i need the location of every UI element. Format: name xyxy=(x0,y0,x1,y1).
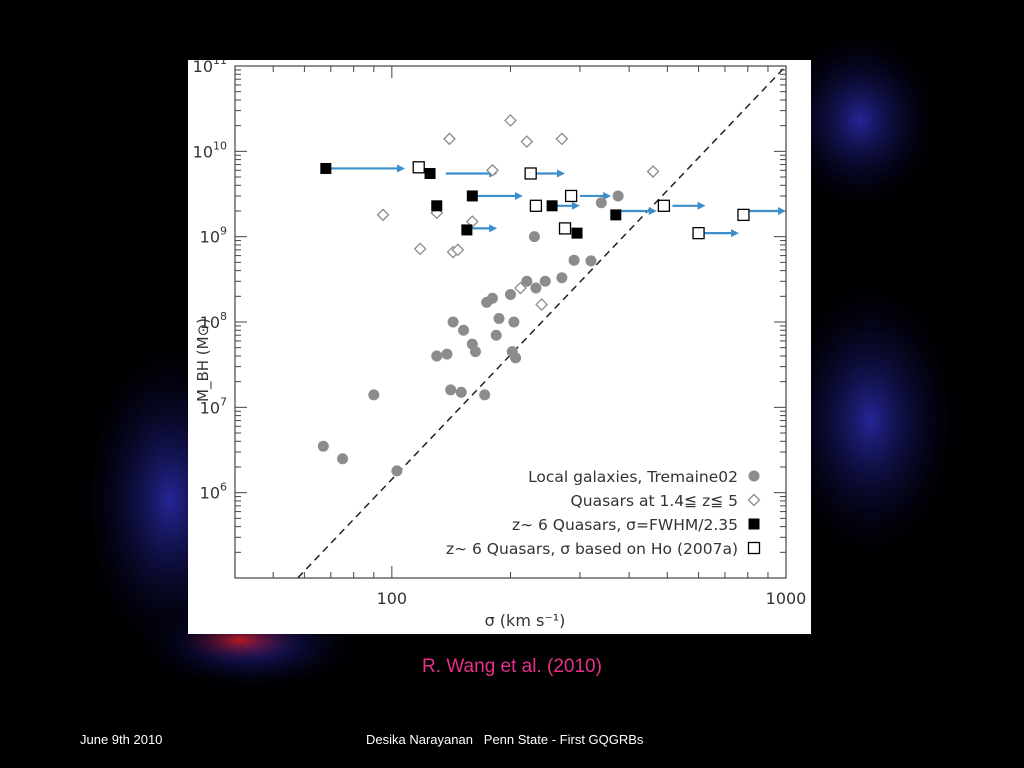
y-tick-label: 1011 xyxy=(193,60,227,76)
footer-presenter: Desika Narayanan Penn State - First GQGR… xyxy=(366,732,644,747)
legend-label: Quasars at 1.4≦ z≦ 5 xyxy=(571,492,738,510)
x-axis-label: σ (km s⁻¹) xyxy=(485,611,566,630)
data-point xyxy=(514,281,527,295)
relation-line xyxy=(296,66,786,578)
data-point xyxy=(520,135,534,149)
citation-caption: R. Wang et al. (2010) xyxy=(422,656,602,677)
data-point xyxy=(556,272,568,284)
legend: Local galaxies, Tremaine02 Quasars at 1.4… xyxy=(446,468,761,558)
legend-label: Local galaxies, Tremaine02 xyxy=(528,468,738,486)
data-point xyxy=(595,197,607,209)
data-point xyxy=(447,316,459,328)
data-point xyxy=(546,200,558,212)
data-point xyxy=(612,190,624,202)
limit-arrow-head xyxy=(489,224,498,233)
legend-marker xyxy=(747,541,761,555)
data-point xyxy=(431,200,443,212)
data-point xyxy=(320,162,332,174)
data-point xyxy=(412,161,425,174)
plot-area: 100 1000 106 107 108 109 1010 1011 xyxy=(193,60,807,608)
data-point xyxy=(539,275,551,287)
x-tick-label: 1000 xyxy=(766,589,807,608)
limit-arrow-head xyxy=(603,191,612,200)
data-point xyxy=(469,346,481,358)
data-point xyxy=(486,292,498,304)
data-point xyxy=(441,348,453,360)
y-axis-label: M_BH (M⊙) xyxy=(194,318,213,402)
data-point xyxy=(555,132,569,146)
limit-arrow-head xyxy=(648,206,657,215)
data-point xyxy=(431,350,443,362)
data-point xyxy=(571,227,583,239)
data-point xyxy=(490,329,502,341)
limit-arrow-head xyxy=(778,206,786,215)
legend-marker xyxy=(748,470,760,482)
data-point xyxy=(504,114,517,127)
y-tick-label: 109 xyxy=(200,225,227,247)
data-point xyxy=(524,167,537,180)
data-point xyxy=(585,255,597,267)
data-point xyxy=(530,282,542,294)
data-point xyxy=(455,386,467,398)
limit-arrow-head xyxy=(731,229,740,238)
data-point xyxy=(368,389,380,401)
data-point xyxy=(424,167,436,179)
data-point xyxy=(466,190,478,202)
data-point xyxy=(505,289,516,301)
data-point xyxy=(510,352,522,364)
y-tick-label: 106 xyxy=(200,481,227,503)
data-point xyxy=(391,465,403,477)
data-point xyxy=(558,222,572,235)
scatter-chart: 100 1000 106 107 108 109 1010 1011 σ (km s⁻¹) M… xyxy=(193,60,807,630)
legend-label: z∼ 6 Quasars, σ=FWHM/2.35 xyxy=(512,516,738,534)
data-point xyxy=(692,226,705,240)
limit-arrow-head xyxy=(514,191,523,200)
data-point xyxy=(493,312,505,324)
data-point xyxy=(610,209,622,221)
data-point xyxy=(564,189,578,203)
data-point xyxy=(657,199,671,212)
legend-marker xyxy=(747,493,761,507)
data-point xyxy=(528,231,540,243)
data-point xyxy=(317,440,329,452)
data-point xyxy=(568,254,580,266)
data-point xyxy=(737,208,750,222)
data-point xyxy=(479,389,491,401)
limit-arrow-head xyxy=(397,164,406,173)
footer-date: June 9th 2010 xyxy=(80,732,163,747)
y-tick-label: 107 xyxy=(200,395,227,417)
legend-label: z∼ 6 Quasars, σ based on Ho (2007a) xyxy=(446,540,738,558)
limit-arrow-head xyxy=(557,169,566,178)
data-point xyxy=(337,453,349,465)
limit-arrow-head xyxy=(571,201,580,210)
legend-marker xyxy=(748,518,760,530)
limit-arrow-head xyxy=(697,201,706,210)
data-point xyxy=(458,324,470,336)
y-tick-label: 108 xyxy=(200,310,227,332)
data-point xyxy=(529,199,543,212)
data-point xyxy=(535,298,549,312)
data-point xyxy=(443,132,456,146)
data-point xyxy=(461,224,473,236)
data-point xyxy=(413,242,427,256)
data-point xyxy=(646,165,660,178)
y-tick-label: 1010 xyxy=(193,139,227,161)
data-point xyxy=(521,275,533,287)
data-point xyxy=(451,243,465,257)
chart-panel: 100 1000 106 107 108 109 1010 1011 σ (km s⁻¹) M… xyxy=(188,60,811,634)
x-tick-label: 100 xyxy=(377,589,408,608)
data-point xyxy=(376,208,390,222)
data-point xyxy=(445,384,457,396)
data-point xyxy=(486,163,499,177)
data-point xyxy=(508,316,520,328)
